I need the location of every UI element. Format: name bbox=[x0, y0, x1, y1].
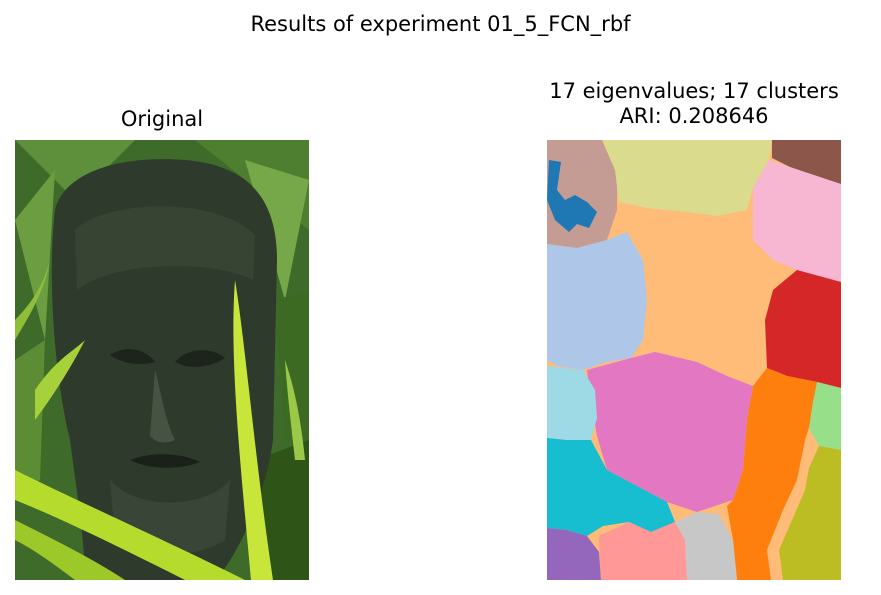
segmentation-title-line2: ARI: 0.208646 bbox=[619, 104, 769, 128]
cluster-region bbox=[779, 446, 841, 580]
cluster-region bbox=[547, 438, 675, 536]
segmentation-panel-title: 17 eigenvalues; 17 clusters ARI: 0.20864… bbox=[494, 79, 881, 129]
cluster-region bbox=[547, 160, 597, 232]
cluster-region bbox=[753, 160, 841, 282]
cluster-region bbox=[809, 382, 841, 450]
segmentation-title-line1: 17 eigenvalues; 17 clusters bbox=[549, 79, 839, 103]
cluster-region bbox=[599, 522, 687, 580]
cluster-region bbox=[765, 270, 841, 388]
figure-suptitle: Results of experiment 01_5_FCN_rbf bbox=[250, 12, 631, 36]
original-image bbox=[15, 140, 309, 580]
cluster-region bbox=[587, 352, 753, 512]
cluster-region bbox=[772, 140, 841, 184]
cluster-region bbox=[547, 232, 647, 370]
cluster-region bbox=[547, 366, 597, 440]
original-panel-title: Original bbox=[120, 107, 204, 131]
segmentation-image bbox=[547, 140, 841, 580]
cluster-region bbox=[547, 528, 601, 580]
cluster-region bbox=[602, 140, 772, 216]
cluster-region bbox=[675, 512, 737, 580]
cluster-region bbox=[727, 368, 817, 580]
